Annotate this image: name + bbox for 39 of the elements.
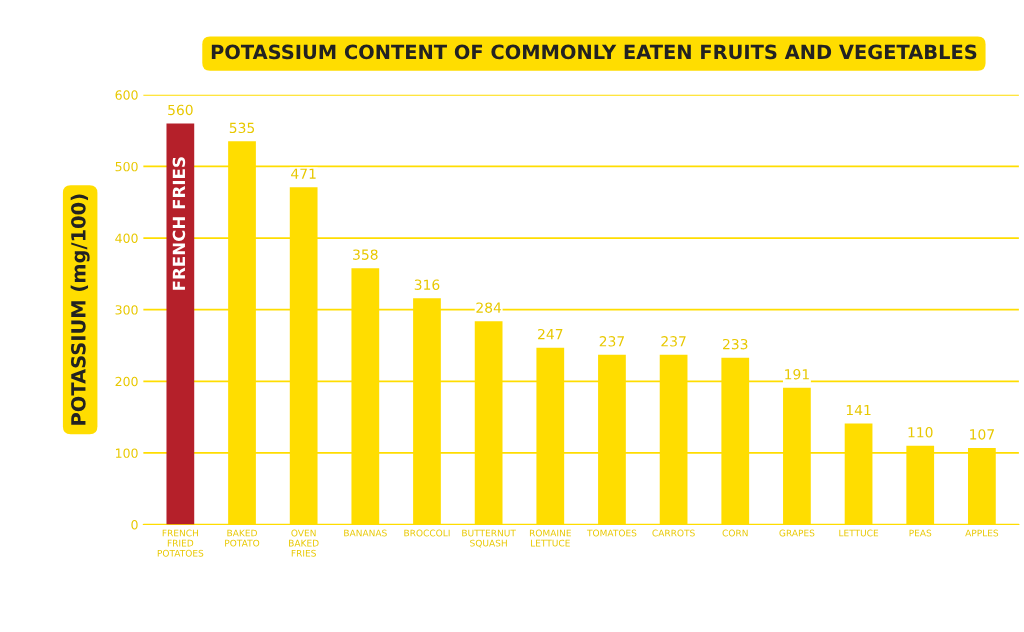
y-tick-label: 100	[116, 448, 138, 458]
data-label: 237	[599, 336, 625, 347]
data-label: 471	[291, 168, 316, 179]
x-tick-label: FRENCH FRIED POTATOES	[157, 529, 204, 557]
data-label: 316	[414, 279, 440, 290]
data-label: 560	[168, 104, 193, 116]
x-tick-label: OVEN BAKED FRIES	[289, 529, 319, 557]
x-tick-label: PEAS	[909, 529, 932, 537]
data-label: 247	[538, 328, 563, 340]
x-tick-label: CORN	[722, 529, 748, 537]
y-tick-label: 600	[115, 90, 138, 100]
data-label: 358	[353, 249, 378, 260]
data-label: 233	[723, 338, 748, 350]
annotation: FRENCH FRIES	[172, 157, 186, 290]
y-tick-label: 400	[115, 233, 138, 243]
x-tick-label: ROMAINE LETTUCE	[529, 529, 571, 547]
data-label: 107	[970, 429, 994, 440]
x-tick-label: APPLES	[965, 529, 999, 537]
y-tick-label: 300	[115, 305, 138, 315]
bar	[166, 123, 195, 525]
data-label: 141	[846, 405, 871, 416]
x-tick-label: BAKED POTATO	[225, 529, 260, 547]
data-label: 237	[661, 336, 686, 347]
chart-title: POTASSIUM CONTENT OF COMMONLY EATEN FRUITS AND VEGETABLES	[211, 44, 977, 60]
x-tick-label: LETTUCE	[839, 529, 879, 537]
x-tick-label: GRAPES	[779, 529, 815, 537]
data-label: 284	[476, 302, 502, 313]
y-tick-label: 500	[115, 161, 138, 172]
data-label: 535	[229, 122, 255, 134]
x-tick-label: TOMATOES	[586, 529, 637, 537]
x-tick-label: BUTTERNUT SQUASH	[462, 529, 516, 548]
x-tick-label: BROCCOLI	[404, 529, 450, 537]
x-tick-label: CARROTS	[652, 529, 695, 537]
data-label: 110	[908, 427, 933, 438]
x-tick-label: BANANAS	[344, 529, 387, 537]
y-tick-label: 200	[115, 376, 138, 387]
y-axis-title: POTASSIUM (mg/100)	[70, 194, 90, 425]
y-tick-label: 0	[131, 520, 138, 530]
data-label: 191	[785, 369, 809, 380]
